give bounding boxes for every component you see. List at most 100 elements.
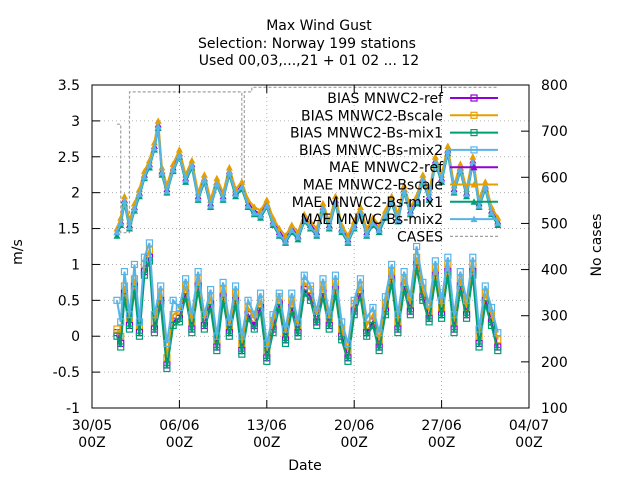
legend-item: MAE MNWC-Bs-mix2 (301, 212, 498, 228)
series-point (487, 321, 496, 330)
series-point (375, 226, 383, 233)
series-point (281, 325, 290, 333)
series-8 (117, 86, 498, 234)
series-point (319, 275, 327, 283)
x-tick-label: 30/05 (72, 418, 112, 434)
series-point (113, 325, 121, 333)
x-tick-label: 27/06 (421, 418, 461, 434)
series-point (269, 219, 277, 226)
chart-title-line2: Selection: Norway 199 stations (198, 36, 416, 52)
series-point (456, 160, 464, 167)
series-point (150, 329, 159, 337)
series-point (450, 187, 458, 195)
series-point (481, 178, 489, 185)
series-point (313, 230, 321, 238)
series-point (130, 275, 139, 283)
series-point (400, 181, 408, 189)
series-point (419, 278, 427, 286)
series-point (438, 176, 446, 183)
series-point (169, 296, 177, 304)
series-point (313, 307, 321, 315)
series-point (113, 296, 121, 304)
chart-title-line3: Used 00,03,...,21 + 01 02 ... 12 (199, 53, 419, 69)
series-point (400, 268, 408, 276)
series-point (419, 171, 427, 178)
series-point (331, 197, 339, 205)
series-point (469, 159, 477, 166)
series-point (194, 194, 202, 202)
series-point (313, 321, 321, 330)
series-point (487, 303, 496, 312)
series-point (450, 311, 458, 319)
series-point (219, 278, 227, 286)
chart-title: Max Wind Gust Selection: Norway 199 stat… (198, 18, 419, 69)
series-point (350, 223, 358, 231)
y-tick-label: -1 (66, 401, 80, 417)
series-point (381, 293, 390, 301)
x-tick-label: 06/06 (159, 418, 199, 434)
x-tick-label-time: 00Z (78, 435, 105, 451)
series-point (200, 176, 208, 183)
series-point (469, 153, 477, 160)
series-point (150, 311, 159, 319)
series-point (238, 332, 246, 340)
series-point (225, 332, 233, 340)
series-point (154, 123, 162, 130)
series-point (444, 253, 452, 261)
series-7 (113, 123, 502, 245)
x-tick-label: 13/06 (247, 418, 287, 434)
series-point (257, 212, 265, 219)
series-point (325, 223, 333, 231)
series-point (140, 173, 148, 180)
legend-item: BIAS MNWC2-Bs-mix1 (290, 126, 498, 142)
series-point (175, 318, 183, 326)
y2-tick-label: 200 (541, 355, 568, 371)
series-point (369, 219, 377, 226)
series-point (381, 212, 389, 219)
legend-item: MAE MNWC2-Bscale (303, 178, 498, 194)
chart-title-line1: Max Wind Gust (266, 18, 372, 34)
series-point (125, 325, 134, 333)
series-point (288, 226, 296, 233)
series-point (117, 343, 125, 351)
series-point (117, 219, 125, 226)
series-point (130, 204, 138, 212)
series-point (263, 339, 271, 347)
series-point (213, 174, 221, 182)
series-point (263, 202, 271, 209)
legend-label: BIAS MNWC-Bs-mix2 (299, 143, 443, 159)
series-point (462, 296, 471, 304)
legend-item: MAE MNWC2-ref (329, 160, 498, 176)
series-point (120, 268, 129, 276)
series-point (113, 332, 121, 340)
series-point (238, 178, 246, 185)
series-point (394, 329, 402, 337)
series-point (438, 303, 446, 312)
legend-marker (470, 163, 478, 171)
series-point (250, 209, 258, 216)
series-point (344, 237, 352, 245)
legend-item: MAE MNWC2-Bs-mix1 (292, 195, 498, 211)
series-point (113, 232, 121, 239)
x-tick-label-time: 00Z (166, 435, 193, 451)
y2-tick-labels: 100 200 300 400 500 600 700 800 (541, 78, 568, 417)
series-point (494, 329, 502, 337)
series-point (319, 204, 327, 212)
series-point (213, 346, 221, 355)
series-point (263, 357, 271, 365)
series-point (388, 192, 396, 200)
x-tick-label-time: 00Z (515, 435, 542, 451)
series-point (169, 166, 177, 173)
legend-marker (470, 198, 478, 205)
legend-label: MAE MNWC-Bs-mix2 (301, 212, 443, 228)
series-line (116, 242, 499, 344)
series-3 (113, 239, 502, 347)
y-tick-label: -0.5 (53, 365, 80, 381)
series-point (350, 296, 358, 304)
series-point (331, 271, 340, 279)
legend-item: BIAS MNWC2-Bscale (301, 108, 498, 124)
series-point (225, 318, 233, 326)
series-point (269, 311, 277, 319)
series-point (244, 202, 252, 209)
y-tick-label: 0 (71, 329, 80, 345)
